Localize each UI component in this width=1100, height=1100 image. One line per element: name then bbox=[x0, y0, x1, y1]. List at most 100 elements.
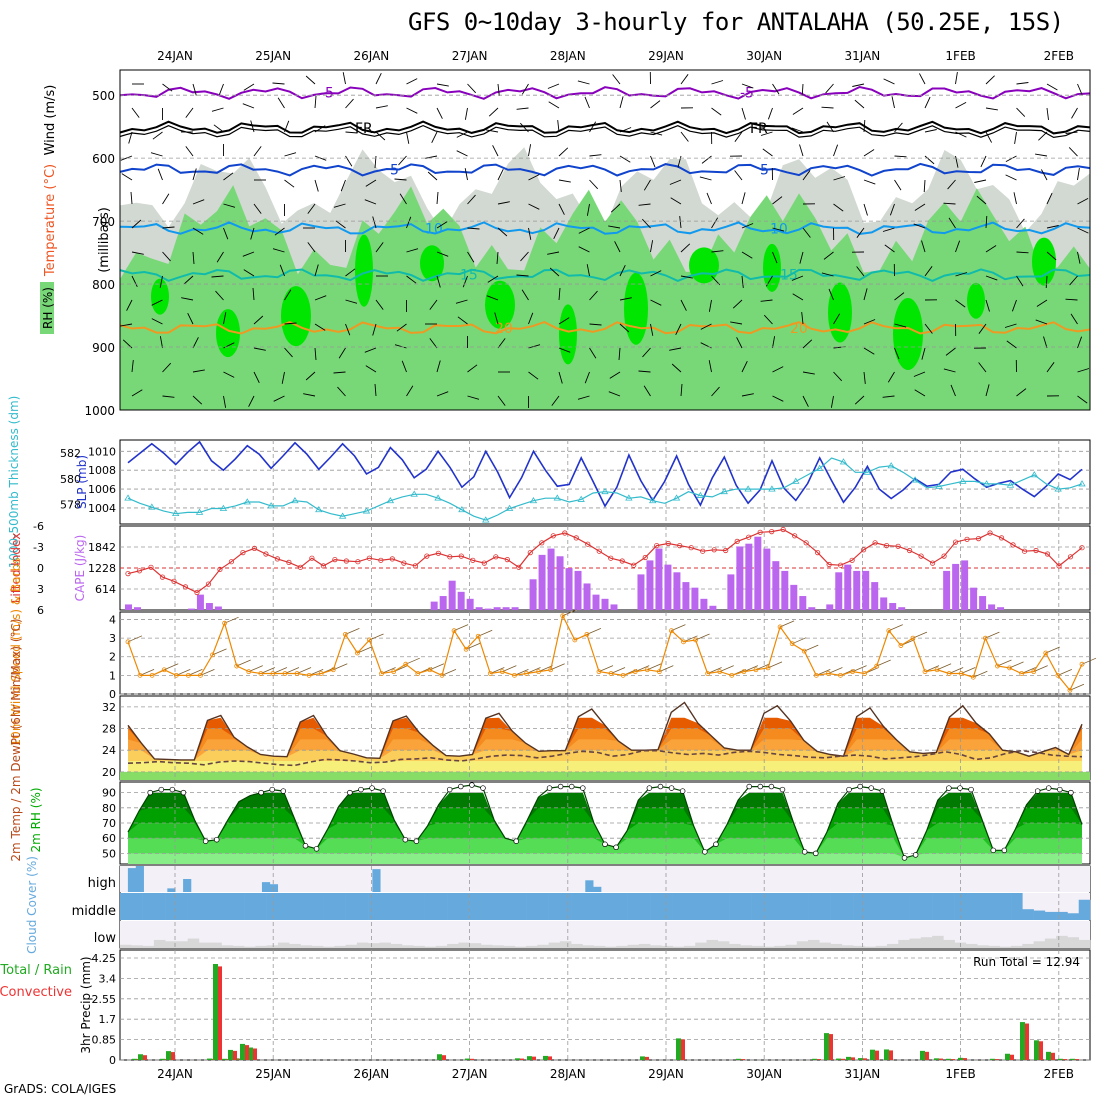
precip-conv-bar bbox=[233, 1050, 237, 1060]
wind-barb bbox=[708, 299, 712, 312]
wind-barb bbox=[1077, 198, 1089, 205]
wind-barb bbox=[151, 318, 163, 325]
wind-barb bbox=[528, 371, 539, 380]
precip-total-bar bbox=[958, 1057, 963, 1060]
cloud-bar-low bbox=[932, 935, 944, 948]
li-tick-label: 6 bbox=[37, 604, 44, 617]
precip-conv-bar bbox=[875, 1050, 879, 1060]
wind-barb bbox=[314, 323, 326, 331]
wind-barb-10m bbox=[296, 667, 312, 674]
wind-barb bbox=[436, 251, 449, 257]
temp-line bbox=[127, 701, 1083, 761]
wind-barb bbox=[528, 203, 540, 210]
wind-barb-10m bbox=[429, 663, 445, 671]
wind-barb bbox=[741, 393, 754, 397]
wind-barb bbox=[150, 152, 163, 157]
cloud-bar-middle bbox=[864, 893, 876, 920]
wind-barb-10m bbox=[828, 667, 843, 674]
wind-barb bbox=[618, 347, 621, 361]
wind-barb bbox=[375, 73, 382, 85]
li-marker bbox=[998, 535, 1005, 541]
cloud-bar-middle bbox=[751, 893, 764, 920]
wind-barb bbox=[242, 251, 255, 257]
precip-total-bar bbox=[1020, 1022, 1025, 1060]
wind-barb bbox=[192, 337, 199, 349]
wind-barb bbox=[497, 169, 504, 181]
wind-barb bbox=[1077, 395, 1088, 404]
cape-bar bbox=[871, 582, 879, 610]
thickness-marker bbox=[219, 504, 228, 511]
wind-marker bbox=[741, 669, 747, 675]
thickness-marker bbox=[529, 496, 538, 504]
wind-barb-10m bbox=[707, 667, 722, 674]
cape-bar bbox=[205, 603, 213, 610]
wind-barb bbox=[1016, 107, 1026, 117]
precip-total-bar bbox=[437, 1054, 442, 1060]
wind-marker bbox=[862, 671, 868, 676]
cloud-bar-low bbox=[323, 946, 335, 948]
wind-marker bbox=[1019, 671, 1025, 676]
pressure-tick-label: 800 bbox=[92, 278, 115, 292]
cloud-bar-middle bbox=[729, 893, 741, 920]
wind-barb bbox=[985, 275, 998, 281]
cloud-bar-low bbox=[988, 945, 1001, 948]
wind-barb bbox=[863, 371, 866, 384]
wind-barb-10m bbox=[490, 667, 505, 674]
li-marker bbox=[240, 549, 246, 556]
wind-barb bbox=[891, 96, 895, 109]
wind-barb bbox=[467, 227, 480, 230]
wind-barb bbox=[284, 120, 290, 133]
precip-total-bar bbox=[858, 1058, 863, 1060]
wind-barb bbox=[821, 106, 834, 109]
wind-barb bbox=[467, 364, 478, 373]
rh-marker bbox=[202, 838, 209, 844]
wind-barb bbox=[650, 299, 662, 306]
li-marker bbox=[792, 533, 798, 539]
wind-barb bbox=[680, 299, 687, 311]
wind-marker bbox=[717, 669, 723, 675]
cloud-bar-low bbox=[886, 943, 899, 948]
precip-total-bar bbox=[132, 1058, 137, 1060]
wind-marker bbox=[451, 628, 457, 634]
precip-conv-bar bbox=[171, 1052, 175, 1060]
wind-barb bbox=[650, 323, 654, 336]
wind-barb bbox=[856, 266, 865, 277]
cloud-bar-middle bbox=[808, 893, 820, 920]
cape-bar bbox=[547, 548, 555, 610]
wind-barb bbox=[706, 192, 712, 205]
pressure-tick-label: 600 bbox=[92, 152, 115, 166]
li-marker bbox=[217, 566, 223, 573]
wind-barb bbox=[345, 299, 358, 304]
wind-barb bbox=[792, 293, 804, 301]
wind-marker bbox=[934, 667, 940, 673]
wind-barb bbox=[342, 72, 346, 85]
wind-barb-10m bbox=[236, 659, 251, 667]
wind-barb bbox=[767, 107, 773, 120]
cape-bar bbox=[187, 608, 195, 610]
wind-marker bbox=[838, 672, 843, 678]
upper-air-label-temp: Temperature (°C) bbox=[43, 164, 58, 277]
cloud-bar-low bbox=[120, 944, 132, 948]
cloud-bar-middle bbox=[672, 893, 685, 920]
wind-marker bbox=[391, 669, 397, 675]
cape-bar bbox=[844, 564, 852, 610]
cloud-bar-middle bbox=[492, 893, 504, 920]
rh-marker bbox=[280, 788, 287, 794]
wind-barb bbox=[955, 240, 961, 253]
rh-marker bbox=[413, 838, 420, 844]
precip-total-bar bbox=[222, 1058, 227, 1060]
wind-marker bbox=[294, 671, 300, 676]
cloud-bar-low bbox=[559, 941, 572, 948]
wind-marker bbox=[415, 671, 421, 676]
cloud-bar-middle bbox=[582, 893, 595, 920]
thickness-marker bbox=[863, 468, 872, 475]
wind-barb bbox=[700, 323, 712, 330]
upper-air-label-wind: Wind (m/s) bbox=[43, 85, 58, 156]
wind-barb bbox=[772, 251, 778, 264]
li-marker bbox=[665, 540, 671, 547]
cape-bar bbox=[493, 607, 501, 610]
wind-barb bbox=[1071, 107, 1078, 119]
wind-barb bbox=[589, 121, 597, 133]
cloud-bar-middle bbox=[1078, 899, 1091, 920]
cape-bar bbox=[961, 560, 969, 610]
